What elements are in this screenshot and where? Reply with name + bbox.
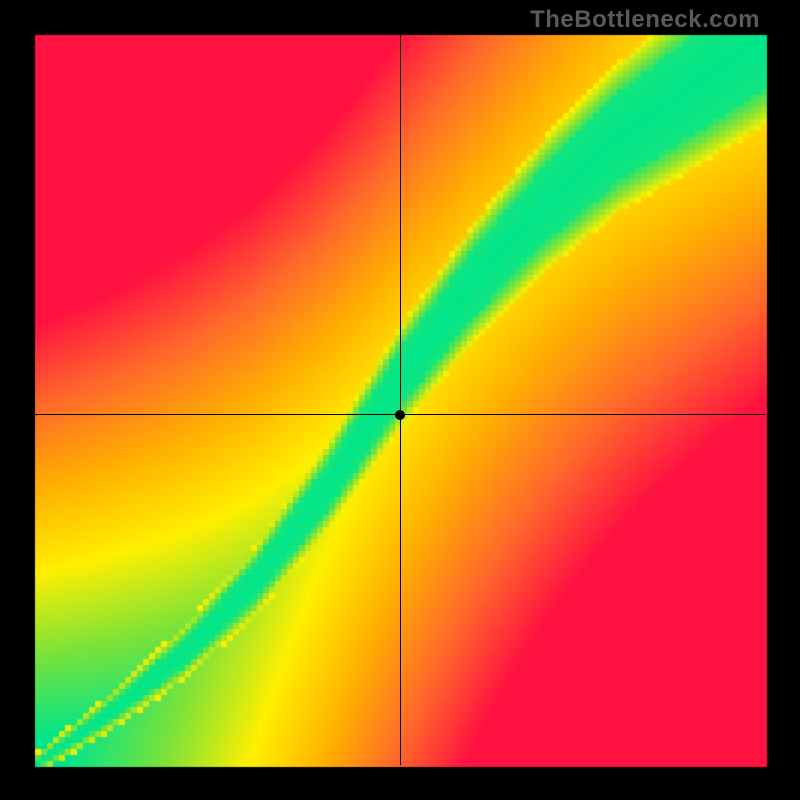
watermark-text: TheBottleneck.com <box>530 6 760 34</box>
crosshair-vertical <box>400 35 401 765</box>
marker-point <box>395 410 405 420</box>
chart-container: TheBottleneck.com <box>0 0 800 800</box>
